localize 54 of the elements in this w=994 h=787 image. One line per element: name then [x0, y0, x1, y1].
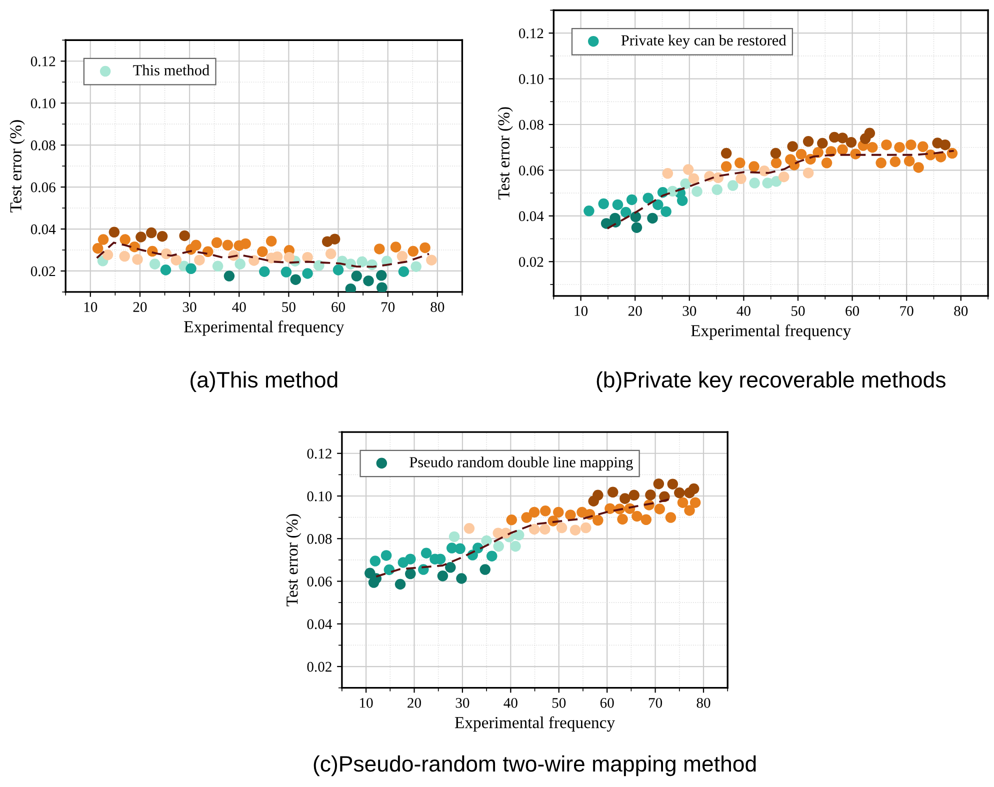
x-tick-label: 60: [332, 302, 346, 312]
y-tick-label: 0.02: [518, 256, 544, 267]
x-tick-label: 30: [682, 306, 696, 316]
x-tick-label: 70: [900, 306, 914, 316]
y-tick-label: 0.02: [307, 662, 332, 672]
x-tick-label: 10: [360, 698, 373, 708]
y-tick-label: 0.04: [307, 619, 332, 630]
x-tick-label: 20: [133, 302, 147, 312]
y-tick-label: 0.06: [307, 576, 332, 587]
x-tick-label: 70: [382, 302, 395, 312]
y-tick-label: 0.08: [307, 534, 332, 544]
x-tick-label: 20: [408, 698, 421, 708]
x-tick-label: 60: [600, 698, 614, 708]
x-tick-label: 30: [456, 698, 470, 708]
y-tick-label: 0.12: [307, 448, 332, 459]
x-tick-label: 80: [696, 698, 710, 708]
x-tick-label: 50: [552, 698, 566, 708]
y-tick-label: 0.04: [30, 224, 56, 234]
y-axis-title: Test error (%): [498, 107, 513, 200]
y-tick-label: 0.10: [30, 98, 56, 108]
y-tick-label: 0.12: [518, 28, 544, 38]
x-tick-label: 70: [648, 698, 662, 708]
x-tick-label: 40: [504, 698, 518, 708]
x-tick-label: 60: [846, 306, 860, 316]
y-tick-label: 0.06: [30, 182, 56, 192]
y-tick-label: 0.02: [30, 266, 56, 276]
x-tick-label: 10: [84, 302, 98, 312]
x-tick-label: 80: [954, 306, 968, 316]
y-axis-title: Test error (%): [10, 120, 25, 212]
text: (b)Private key recoverable methods: [596, 371, 946, 392]
y-tick-label: 0.08: [30, 140, 56, 150]
y-tick-label: 0.10: [307, 491, 332, 502]
y-tick-label: 0.04: [518, 211, 544, 222]
y-tick-label: 0.10: [518, 74, 544, 84]
x-tick-label: 30: [182, 302, 196, 312]
legend-label: This method: [133, 64, 210, 76]
x-axis-title: Experimental frequency: [454, 716, 615, 732]
x-tick-label: 50: [792, 306, 805, 316]
legend-label: Private key can be restored: [621, 34, 786, 49]
legend-label: Pseudo random double line mapping: [410, 456, 633, 470]
x-tick-label: 20: [628, 306, 642, 316]
x-tick-label: 40: [232, 302, 246, 312]
x-tick-label: 80: [430, 302, 444, 312]
text: (c)Pseudo-random two-wire mapping method: [314, 755, 756, 776]
y-tick-label: 0.12: [30, 56, 56, 66]
y-axis-title: Test error (%): [286, 514, 302, 606]
x-tick-label: 40: [736, 306, 750, 316]
y-tick-label: 0.06: [518, 166, 544, 176]
x-tick-label: 50: [282, 302, 296, 312]
x-tick-label: 10: [574, 306, 588, 316]
x-axis-title: Experimental frequency: [184, 320, 344, 336]
x-axis-title: Experimental frequency: [691, 324, 852, 340]
y-tick-label: 0.08: [518, 120, 544, 130]
text: (a)This method: [190, 371, 338, 392]
